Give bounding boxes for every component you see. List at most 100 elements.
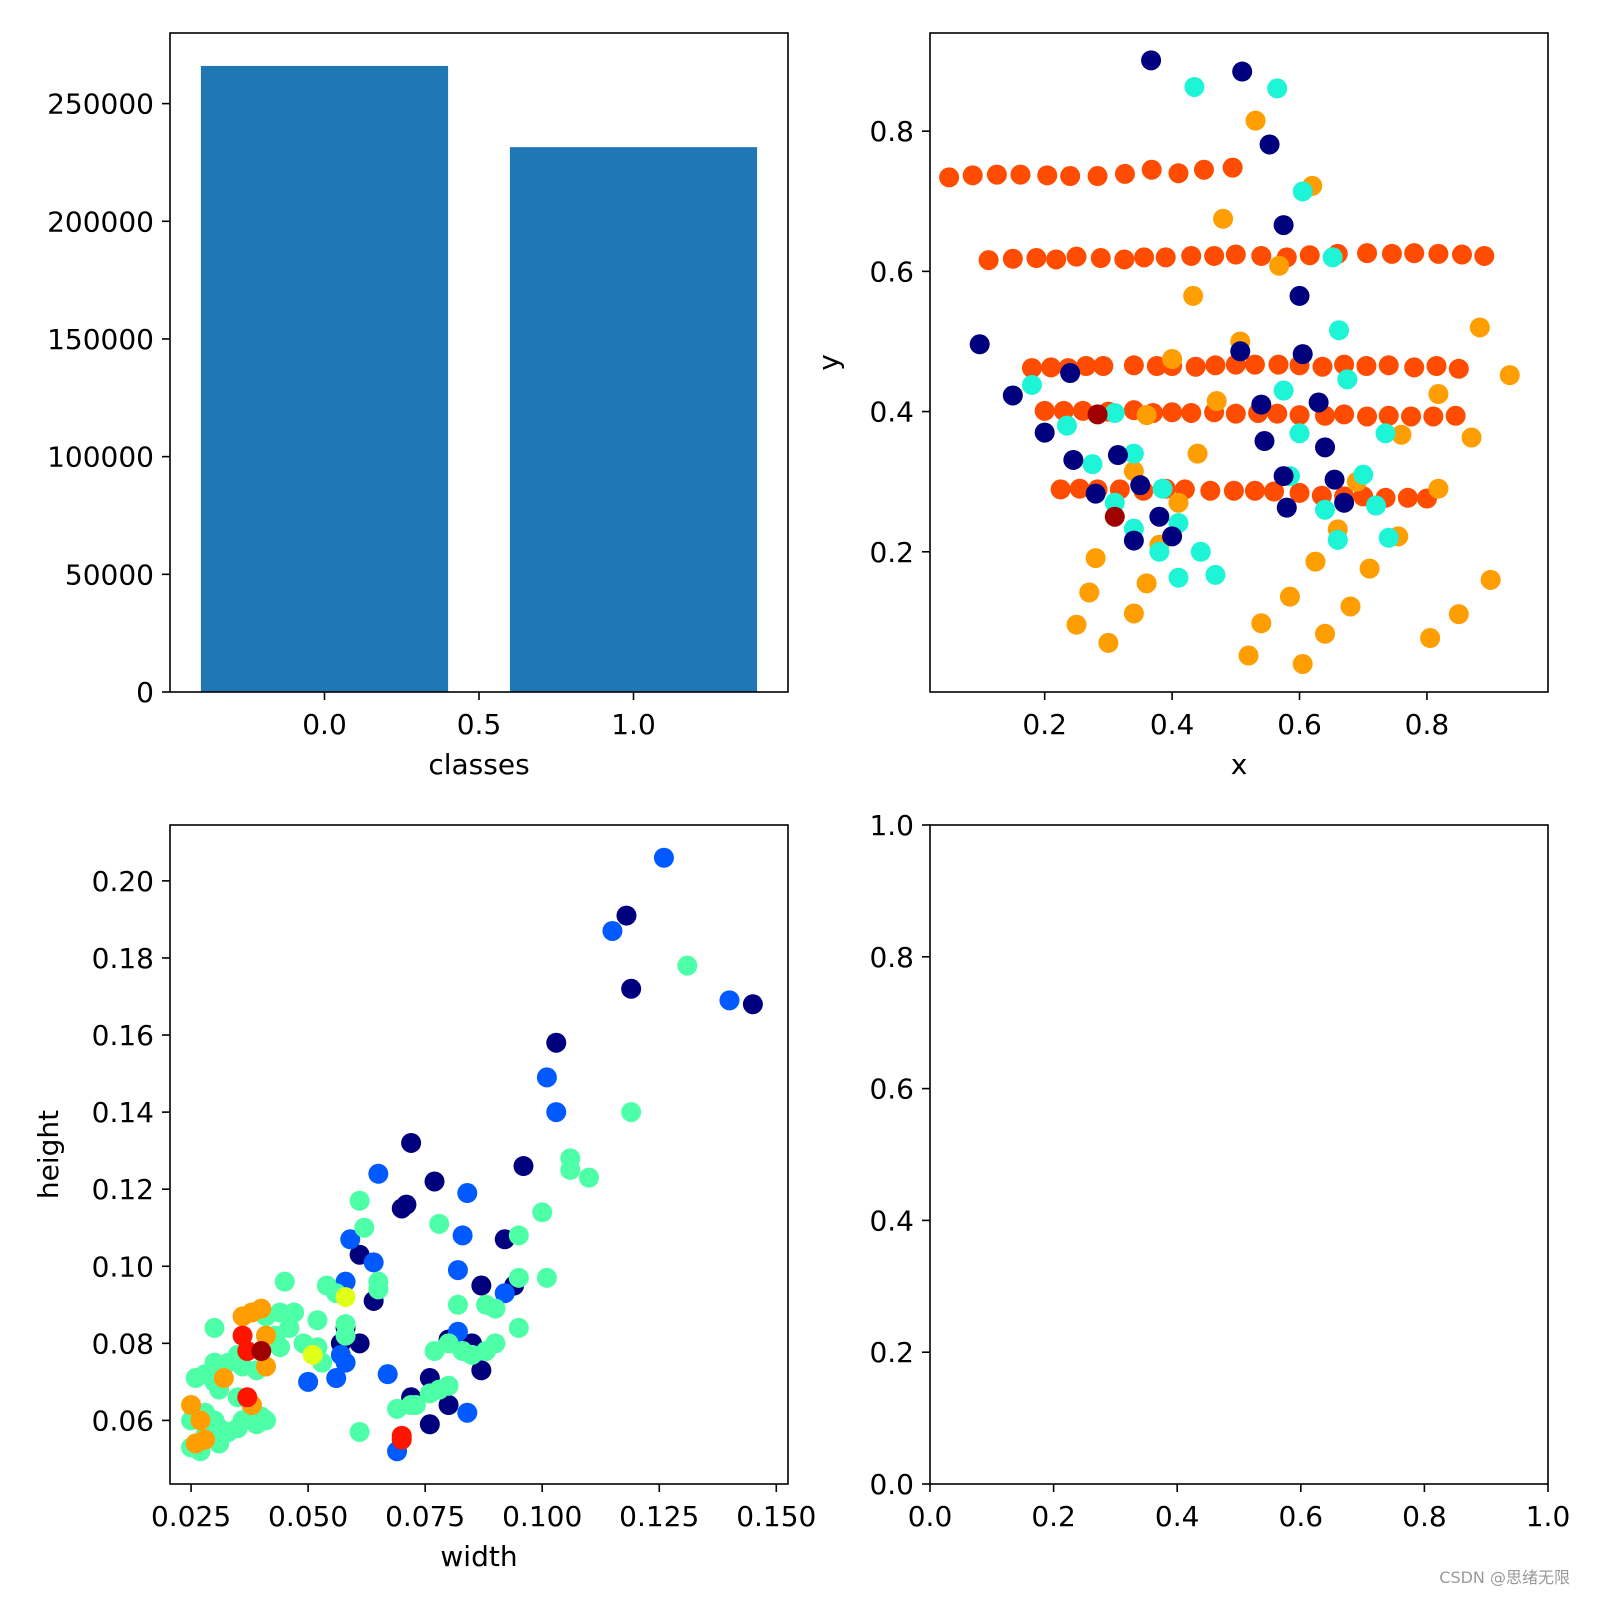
scatter-point — [368, 1163, 389, 1184]
scatter-point — [1205, 355, 1226, 376]
scatter-point — [1356, 356, 1377, 377]
scatter-point — [307, 1310, 328, 1331]
scatter-point — [377, 1364, 398, 1385]
scatter-point — [1085, 483, 1106, 504]
x-tick-label: 0.4 — [1150, 708, 1195, 741]
y-tick-label: 0.12 — [92, 1173, 154, 1206]
scatter-point — [1289, 482, 1310, 503]
y-tick-label: 0.2 — [869, 1336, 914, 1369]
scatter-point — [1193, 159, 1214, 180]
x-axis-label: classes — [428, 748, 529, 781]
x-tick-label: 0.5 — [457, 708, 502, 741]
chart-wh: 0.025 0.050 0.075 0.100 0.125 0.150 0.06 0.08 0.… — [32, 824, 816, 1573]
y-tick-label: 0.4 — [869, 396, 914, 429]
scatter-point — [1168, 567, 1189, 588]
scatter-point — [1034, 422, 1055, 443]
watermark: CSDN @思绪无限 — [1439, 1568, 1570, 1587]
plot-frame — [929, 824, 1549, 1485]
scatter-point — [579, 1167, 600, 1188]
scatter-point — [1315, 623, 1336, 644]
x-tick-label: 0.150 — [736, 1500, 816, 1533]
scatter-point — [340, 1229, 361, 1250]
scatter-point — [396, 1194, 417, 1215]
x-tick-label: 1.0 — [1526, 1500, 1571, 1533]
x-tick-label: 0.050 — [268, 1500, 348, 1533]
scatter-point — [476, 1341, 497, 1362]
x-tick-label: 1.0 — [611, 708, 656, 741]
scatter-point — [368, 1279, 389, 1300]
scatter-point — [653, 847, 674, 868]
scatter-point — [1445, 405, 1466, 426]
y-tick-label: 0.20 — [92, 865, 154, 898]
scatter-point — [1232, 61, 1253, 82]
scatter-point — [1327, 529, 1348, 550]
y-tick-label: 250000 — [47, 88, 154, 121]
scatter-point — [513, 1156, 534, 1177]
scatter-point — [237, 1387, 258, 1408]
scatter-point — [1149, 541, 1170, 562]
y-tick-label: 0.8 — [869, 115, 914, 148]
chart-classes: 0.0 0.5 1.0 0 50000 100000 150000 200000 250000 c… — [47, 32, 789, 781]
scatter-point — [1141, 50, 1162, 71]
scatter-point — [1063, 449, 1084, 470]
scatter-point — [302, 1344, 323, 1365]
scatter-point — [1114, 163, 1135, 184]
scatter-point — [1041, 357, 1062, 378]
scatter-point — [546, 1032, 567, 1053]
scatter-point — [1141, 159, 1162, 180]
scatter-point — [1359, 558, 1380, 579]
bar-class-0 — [200, 65, 449, 692]
scatter-point — [232, 1325, 253, 1346]
scatter-point — [978, 250, 999, 271]
scatter-point — [1401, 406, 1422, 427]
scatter-point — [1391, 424, 1412, 445]
plot-frame — [169, 824, 789, 1485]
scatter-point — [1162, 402, 1183, 423]
scatter-point — [1353, 464, 1374, 485]
y-tick-label: 0.6 — [869, 1073, 914, 1106]
scatter-point — [457, 1402, 478, 1423]
scatter-point — [185, 1368, 206, 1389]
scatter-point — [251, 1341, 272, 1362]
scatter-point — [546, 1102, 567, 1123]
scatter-point — [457, 1183, 478, 1204]
scatter-point — [1279, 586, 1300, 607]
scatter-point — [1090, 248, 1111, 269]
scatter-point — [1155, 247, 1176, 268]
scatter-point — [1225, 403, 1246, 424]
scatter-point — [181, 1394, 202, 1415]
scatter-point — [986, 164, 1007, 185]
scatter-point — [401, 1132, 422, 1153]
scatter-point — [1034, 400, 1055, 421]
scatter-point — [429, 1213, 450, 1234]
scatter-point — [1002, 385, 1023, 406]
scatter-point — [1037, 165, 1058, 186]
scatter-point — [1066, 614, 1087, 635]
scatter-point — [621, 978, 642, 999]
bar-class-1 — [509, 147, 758, 693]
scatter-point — [1050, 479, 1071, 500]
scatter-point — [204, 1317, 225, 1338]
scatter-point — [1292, 181, 1313, 202]
scatter-point — [1190, 541, 1211, 562]
scatter-point — [1267, 403, 1288, 424]
y-tick-label: 0.16 — [92, 1019, 154, 1052]
scatter-point — [1223, 480, 1244, 501]
scatter-point — [1026, 248, 1047, 269]
scatter-point — [1334, 404, 1355, 425]
scatter-point — [1461, 427, 1482, 448]
x-tick-label: 0.075 — [385, 1500, 465, 1533]
y-axis-label: height — [32, 1110, 65, 1199]
scatter-point — [1162, 348, 1183, 369]
scatter-point — [1259, 134, 1280, 155]
scatter-point — [742, 994, 763, 1015]
scatter-point — [1292, 653, 1313, 674]
scatter-point — [1334, 492, 1355, 513]
x-tick-label: 0.4 — [1155, 1500, 1200, 1533]
y-tick-label: 0.0 — [869, 1468, 914, 1501]
scatter-point — [1499, 365, 1520, 386]
scatter-point — [471, 1360, 492, 1381]
scatter-point — [335, 1287, 356, 1308]
scatter-point — [1168, 163, 1189, 184]
